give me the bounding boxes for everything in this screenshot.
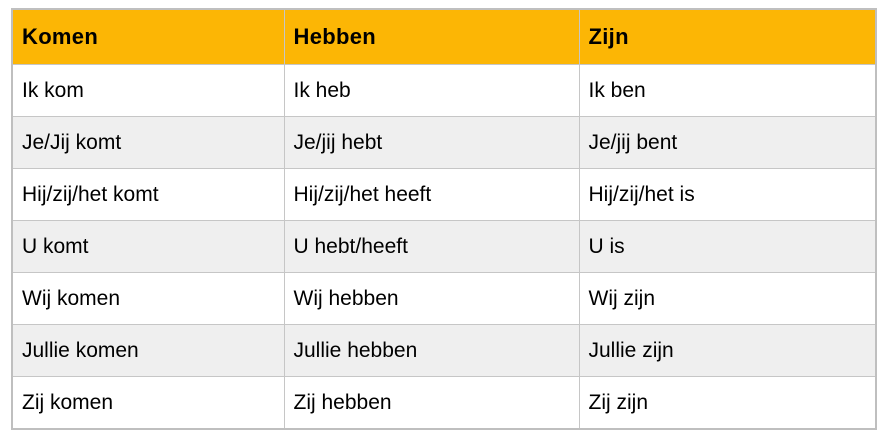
table-cell: Wij zijn bbox=[578, 272, 877, 325]
table-cell: Ik heb bbox=[283, 64, 580, 117]
table-cell: Hij/zij/het heeft bbox=[283, 168, 580, 221]
table-row: Wij komen Wij hebben Wij zijn bbox=[11, 272, 877, 325]
table-cell: Hij/zij/het komt bbox=[11, 168, 285, 221]
column-header-komen: Komen bbox=[11, 8, 285, 65]
table-row: Ik kom Ik heb Ik ben bbox=[11, 64, 877, 117]
table-row: Je/Jij komt Je/jij hebt Je/jij bent bbox=[11, 116, 877, 169]
table-cell: Wij komen bbox=[11, 272, 285, 325]
table-cell: U is bbox=[578, 220, 877, 273]
verb-conjugation-table: Komen Hebben Zijn Ik kom Ik heb Ik ben J… bbox=[11, 8, 877, 430]
table-cell: Zij komen bbox=[11, 376, 285, 430]
table-row: U komt U hebt/heeft U is bbox=[11, 220, 877, 273]
table-cell: Ik kom bbox=[11, 64, 285, 117]
table-row: Jullie komen Jullie hebben Jullie zijn bbox=[11, 324, 877, 377]
table-cell: Hij/zij/het is bbox=[578, 168, 877, 221]
table-cell: Wij hebben bbox=[283, 272, 580, 325]
table-cell: U komt bbox=[11, 220, 285, 273]
table-cell: Zij zijn bbox=[578, 376, 877, 430]
table-row: Zij komen Zij hebben Zij zijn bbox=[11, 376, 877, 430]
table-cell: Jullie zijn bbox=[578, 324, 877, 377]
table-cell: Je/jij hebt bbox=[283, 116, 580, 169]
table-cell: U hebt/heeft bbox=[283, 220, 580, 273]
table-row: Hij/zij/het komt Hij/zij/het heeft Hij/z… bbox=[11, 168, 877, 221]
table-cell: Je/jij bent bbox=[578, 116, 877, 169]
table-header-row: Komen Hebben Zijn bbox=[11, 8, 877, 65]
column-header-zijn: Zijn bbox=[578, 8, 877, 65]
table-cell: Jullie komen bbox=[11, 324, 285, 377]
table-cell: Ik ben bbox=[578, 64, 877, 117]
table-cell: Zij hebben bbox=[283, 376, 580, 430]
table-cell: Je/Jij komt bbox=[11, 116, 285, 169]
column-header-hebben: Hebben bbox=[283, 8, 580, 65]
table-cell: Jullie hebben bbox=[283, 324, 580, 377]
